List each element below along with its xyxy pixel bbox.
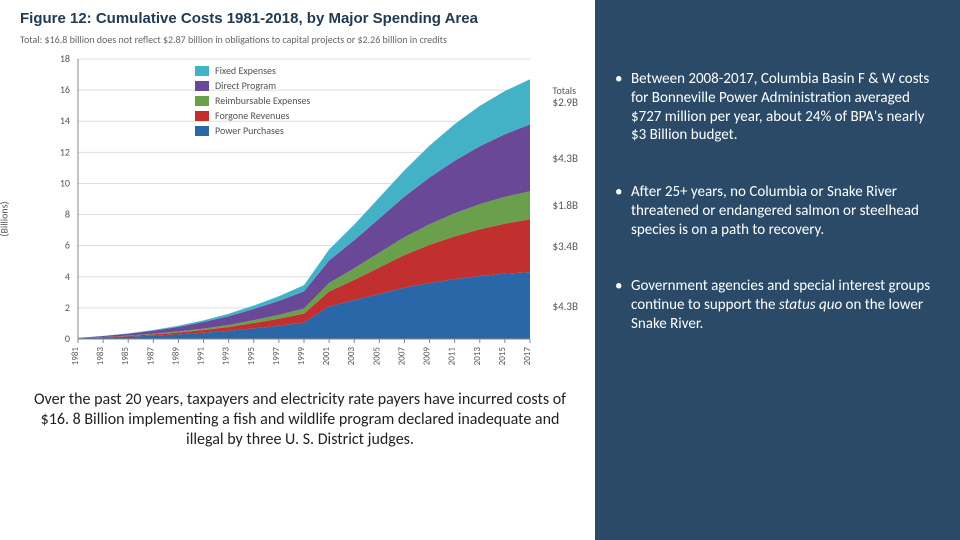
chart-area: (Billions) Fixed ExpensesDirect ProgramR… [20,54,580,384]
legend-item: Reimbursable Expenses [195,94,310,107]
svg-text:2: 2 [65,301,70,314]
svg-text:0: 0 [65,332,70,345]
series-total-label: $1.8B [553,199,579,212]
svg-text:1995: 1995 [246,347,257,366]
y-axis-label: (Billions) [0,201,11,236]
svg-text:1987: 1987 [145,347,156,366]
svg-text:8: 8 [65,208,70,221]
legend-item: Fixed Expenses [195,64,310,77]
series-total-label: $4.3B [553,152,579,165]
svg-text:2013: 2013 [472,347,483,366]
right-panel: Between 2008-2017, Columbia Basin F & W … [595,0,960,540]
legend-swatch [195,81,209,91]
svg-text:1989: 1989 [170,347,181,366]
svg-text:14: 14 [60,114,70,127]
svg-text:2009: 2009 [422,347,433,366]
legend-swatch [195,66,209,76]
legend-swatch [195,111,209,121]
chart-caption: Over the past 20 years, taxpayers and el… [20,390,580,450]
figure-title: Figure 12: Cumulative Costs 1981-2018, b… [20,10,580,28]
legend-item: Direct Program [195,79,310,92]
svg-text:4: 4 [65,270,70,283]
legend: Fixed Expenses Direct Program Reimbursable… [195,64,310,139]
bullet-item: Government agencies and special interest… [613,277,936,333]
svg-text:2005: 2005 [371,347,382,366]
series-total-label: $3.4B [553,240,579,253]
legend-swatch [195,96,209,106]
svg-text:1991: 1991 [196,347,207,366]
svg-text:10: 10 [60,176,70,189]
svg-text:12: 12 [60,145,70,158]
legend-label: Reimbursable Expenses [215,94,310,107]
legend-label: Direct Program [215,79,276,92]
svg-text:16: 16 [60,83,70,96]
svg-text:1981: 1981 [70,347,81,366]
figure-subtitle: Total: $16.8 billion does not reflect $2… [20,33,580,46]
svg-text:6: 6 [65,239,70,252]
bullet-item: After 25+ years, no Columbia or Snake Ri… [613,183,936,239]
bullet-item: Between 2008-2017, Columbia Basin F & W … [613,70,936,145]
slide: Figure 12: Cumulative Costs 1981-2018, b… [0,0,960,540]
svg-text:1997: 1997 [271,347,282,366]
svg-text:2007: 2007 [396,347,407,366]
svg-text:1999: 1999 [296,347,307,366]
svg-text:2001: 2001 [321,347,332,366]
legend-label: Power Purchases [215,124,284,137]
left-panel: Figure 12: Cumulative Costs 1981-2018, b… [0,0,595,540]
series-total-label: $4.3B [553,300,579,313]
legend-swatch [195,126,209,136]
legend-item: Power Purchases [195,124,310,137]
series-total-label: $2.9B [553,96,579,109]
bullet-list: Between 2008-2017, Columbia Basin F & W … [613,70,936,334]
svg-text:18: 18 [60,54,70,65]
svg-text:1985: 1985 [120,347,131,366]
svg-text:2017: 2017 [522,347,533,366]
svg-text:2003: 2003 [346,347,357,366]
legend-label: Forgone Revenues [215,109,289,122]
svg-text:1983: 1983 [95,347,106,366]
legend-item: Forgone Revenues [195,109,310,122]
svg-text:2011: 2011 [447,347,458,366]
svg-text:1993: 1993 [221,347,232,366]
legend-label: Fixed Expenses [215,64,276,77]
svg-text:2015: 2015 [497,347,508,366]
